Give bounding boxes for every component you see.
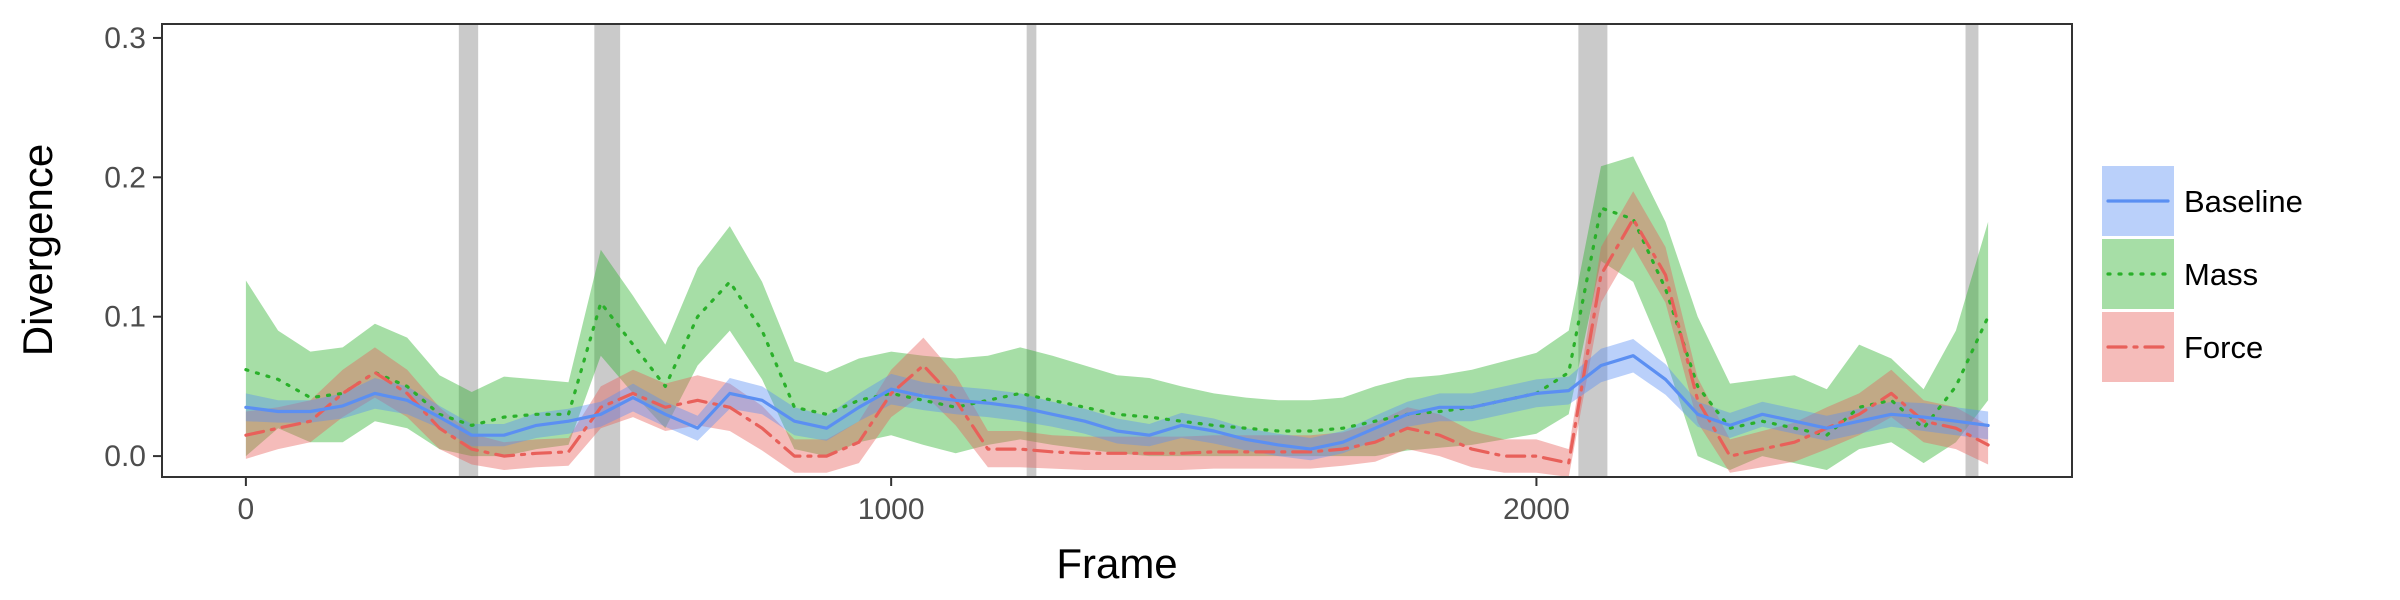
event-band-1 bbox=[458, 24, 479, 477]
x-axis-title: Frame bbox=[1056, 540, 1177, 587]
x-tick-label: 0 bbox=[238, 493, 255, 526]
x-axis: 0 1000 2000 bbox=[238, 477, 1570, 526]
line-mass bbox=[244, 206, 1990, 437]
legend-item-baseline: Baseline bbox=[2102, 166, 2303, 236]
event-bands bbox=[458, 24, 1979, 477]
line-force bbox=[244, 217, 1990, 465]
y-tick-label: 0.1 bbox=[104, 301, 146, 334]
series-lines bbox=[244, 206, 1990, 465]
y-tick-label: 0.0 bbox=[104, 440, 146, 473]
ribbon-force bbox=[245, 191, 1989, 477]
x-tick-label: 2000 bbox=[1503, 493, 1570, 526]
y-tick-label: 0.3 bbox=[104, 22, 146, 55]
legend-label: Baseline bbox=[2184, 184, 2303, 219]
line-baseline bbox=[244, 354, 1990, 451]
legend: Baseline Mass Force bbox=[2102, 166, 2303, 382]
event-band-2 bbox=[594, 24, 621, 477]
x-tick-label: 1000 bbox=[858, 493, 925, 526]
plot-panel-border bbox=[161, 23, 2073, 478]
legend-label: Force bbox=[2184, 330, 2263, 365]
legend-item-mass: Mass bbox=[2102, 239, 2258, 309]
ribbon-baseline bbox=[245, 339, 1989, 461]
event-band-4 bbox=[1578, 24, 1608, 477]
event-band-3 bbox=[1026, 24, 1037, 477]
legend-item-force: Force bbox=[2102, 312, 2263, 382]
legend-label: Mass bbox=[2184, 257, 2258, 292]
y-tick-label: 0.2 bbox=[104, 161, 146, 194]
y-axis: 0.0 0.1 0.2 0.3 bbox=[104, 22, 162, 473]
event-band-5 bbox=[1965, 24, 1979, 477]
y-axis-title: Divergence bbox=[14, 144, 61, 356]
